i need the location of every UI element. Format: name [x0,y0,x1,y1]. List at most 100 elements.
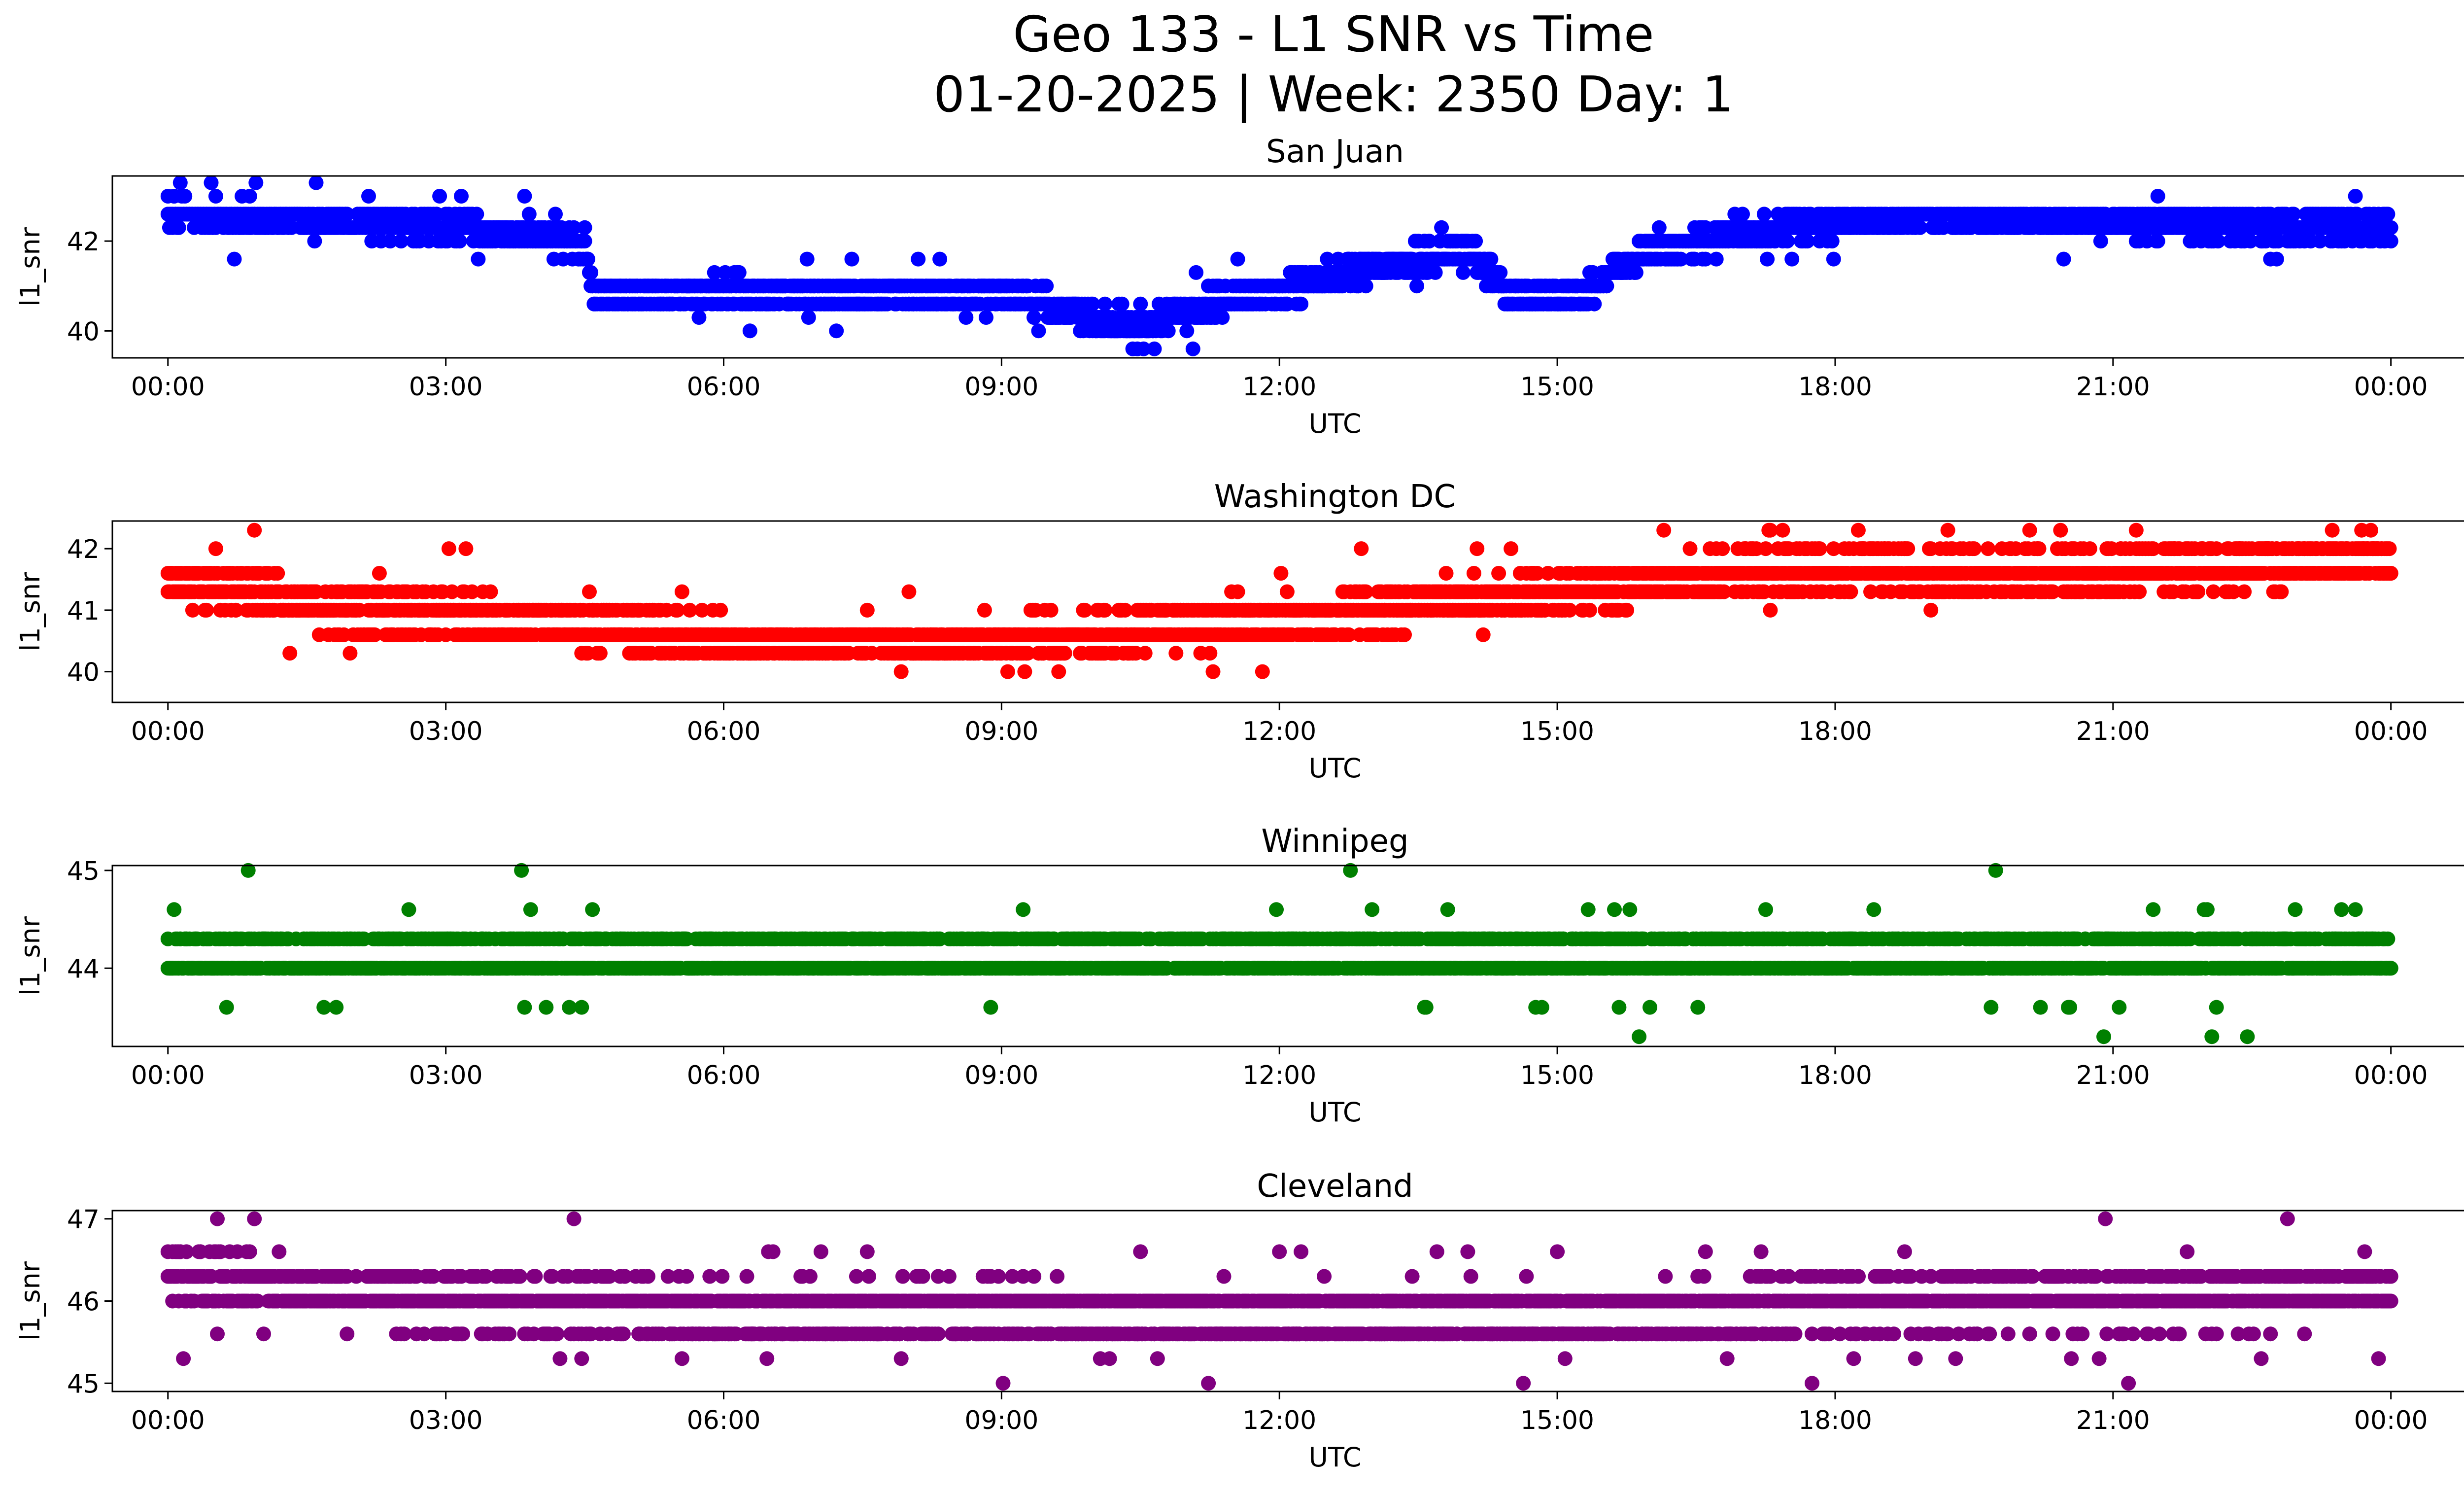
data-point [393,234,409,249]
figure-title-line1: Geo 133 - L1 SNR vs Time [1013,5,1654,63]
data-point [227,251,242,267]
data-point [521,207,537,222]
y-tick-label: 40 [67,317,100,347]
data-point [1428,265,1443,280]
data-point [177,189,193,204]
data-point [1017,664,1032,679]
data-point [1628,265,1643,280]
data-point [372,566,387,581]
data-point [979,310,993,325]
data-point [674,584,689,599]
data-point [2056,251,2071,267]
data-point [1273,566,1289,581]
data-point [577,220,592,235]
data-point [801,310,816,325]
data-point [958,310,974,325]
x-tick-label: 00:00 [2354,372,2428,402]
data-point [1582,602,1597,618]
x-tick-label: 12:00 [1242,372,1316,402]
data-point [342,646,358,661]
data-point [452,234,467,249]
data-point [270,566,285,581]
data-point [2383,220,2398,235]
data-point [248,175,264,190]
data-point [1039,278,1054,294]
data-point [2383,234,2398,249]
data-point [1735,207,1750,222]
data-point [1493,265,1508,280]
data-point [1161,323,1176,339]
x-axis-label: UTC [1308,408,1361,439]
data-point [1137,646,1153,661]
data-point [458,541,474,556]
data-point [844,251,859,267]
data-point [1470,541,1485,556]
data-point [432,189,447,204]
data-point [893,664,909,679]
data-point [1619,602,1635,618]
data-point [247,522,262,538]
x-tick-label: 18:00 [1798,372,1872,402]
data-point [1651,220,1667,235]
scatter-points [160,175,2398,356]
data-point [1097,296,1113,312]
data-point [582,584,597,599]
data-point [1784,251,1800,267]
data-point [382,234,398,249]
data-point [1434,220,1449,235]
data-point [208,541,223,556]
data-point [1358,278,1373,294]
data-point [1215,310,1230,325]
data-point [932,251,948,267]
data-point [1715,541,1730,556]
data-point [1483,251,1499,267]
data-point [361,189,376,204]
subplot-title: San Juan [1266,134,1404,170]
data-point [1826,251,1841,267]
data-point [242,189,257,204]
data-point [1491,566,1506,581]
data-point [1456,265,1471,280]
data-point [282,646,298,661]
data-point [977,602,992,618]
data-point [1756,207,1772,222]
data-point [583,265,599,280]
data-point [1147,341,1162,356]
data-point [1185,341,1200,356]
data-point [1409,278,1424,294]
data-point [1043,602,1059,618]
data-point [1205,664,1221,679]
data-point [1027,310,1042,325]
data-point [1587,296,1602,312]
data-point [911,251,926,267]
data-point [799,251,815,267]
data-point [1255,664,1270,679]
x-tick-label: 03:00 [409,372,483,402]
data-point [1824,234,1840,249]
data-point [859,602,875,618]
data-point [1709,251,1724,267]
data-point [592,646,608,661]
data-point [308,175,324,190]
data-point [171,220,186,235]
data-point [901,584,917,599]
data-point [691,310,707,325]
data-point [483,584,498,599]
data-point [580,251,595,267]
data-point [1202,646,1218,661]
data-point [1354,541,1369,556]
data-point [454,189,469,204]
data-point [1114,296,1129,312]
data-point [2093,234,2108,249]
x-tick-label: 09:00 [964,372,1038,402]
data-point [1189,265,1204,280]
data-point [1279,584,1295,599]
x-tick-label: 00:00 [131,372,205,402]
data-point [1097,602,1113,618]
data-point [2380,207,2396,222]
data-point [1438,566,1454,581]
data-point [1000,664,1015,679]
data-point [340,207,355,222]
